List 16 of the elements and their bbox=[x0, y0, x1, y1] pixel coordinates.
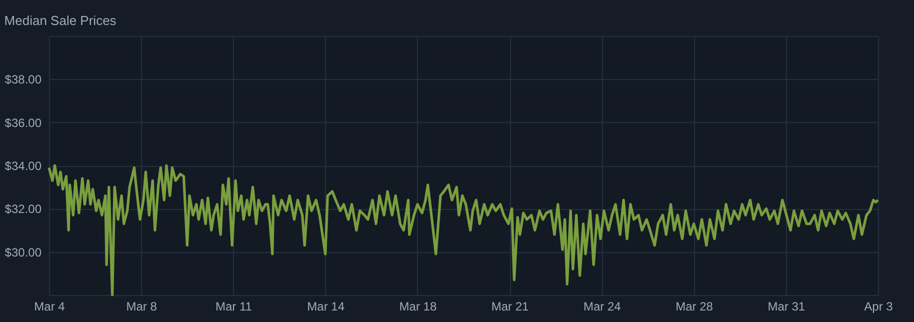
x-tick-label: Mar 24 bbox=[583, 300, 622, 314]
y-tick-label: $32.00 bbox=[4, 202, 42, 216]
x-tick-label: Mar 31 bbox=[768, 300, 806, 314]
x-tick-label: Apr 3 bbox=[864, 300, 894, 314]
x-tick-label: Mar 18 bbox=[399, 300, 437, 314]
x-tick-label: Mar 28 bbox=[676, 300, 714, 314]
y-tick-label: $38.00 bbox=[4, 72, 42, 87]
y-tick-label: $34.00 bbox=[4, 159, 42, 173]
chart-title: Median Sale Prices bbox=[4, 13, 117, 28]
x-tick-label: Mar 8 bbox=[126, 300, 158, 314]
x-tick-label: Mar 21 bbox=[491, 300, 530, 314]
y-tick-label: $30.00 bbox=[4, 245, 42, 260]
x-tick-label: Mar 4 bbox=[34, 300, 66, 314]
x-tick-label: Mar 11 bbox=[215, 300, 252, 314]
y-tick-label: $36.00 bbox=[4, 116, 42, 130]
x-tick-label: Mar 14 bbox=[307, 300, 345, 314]
